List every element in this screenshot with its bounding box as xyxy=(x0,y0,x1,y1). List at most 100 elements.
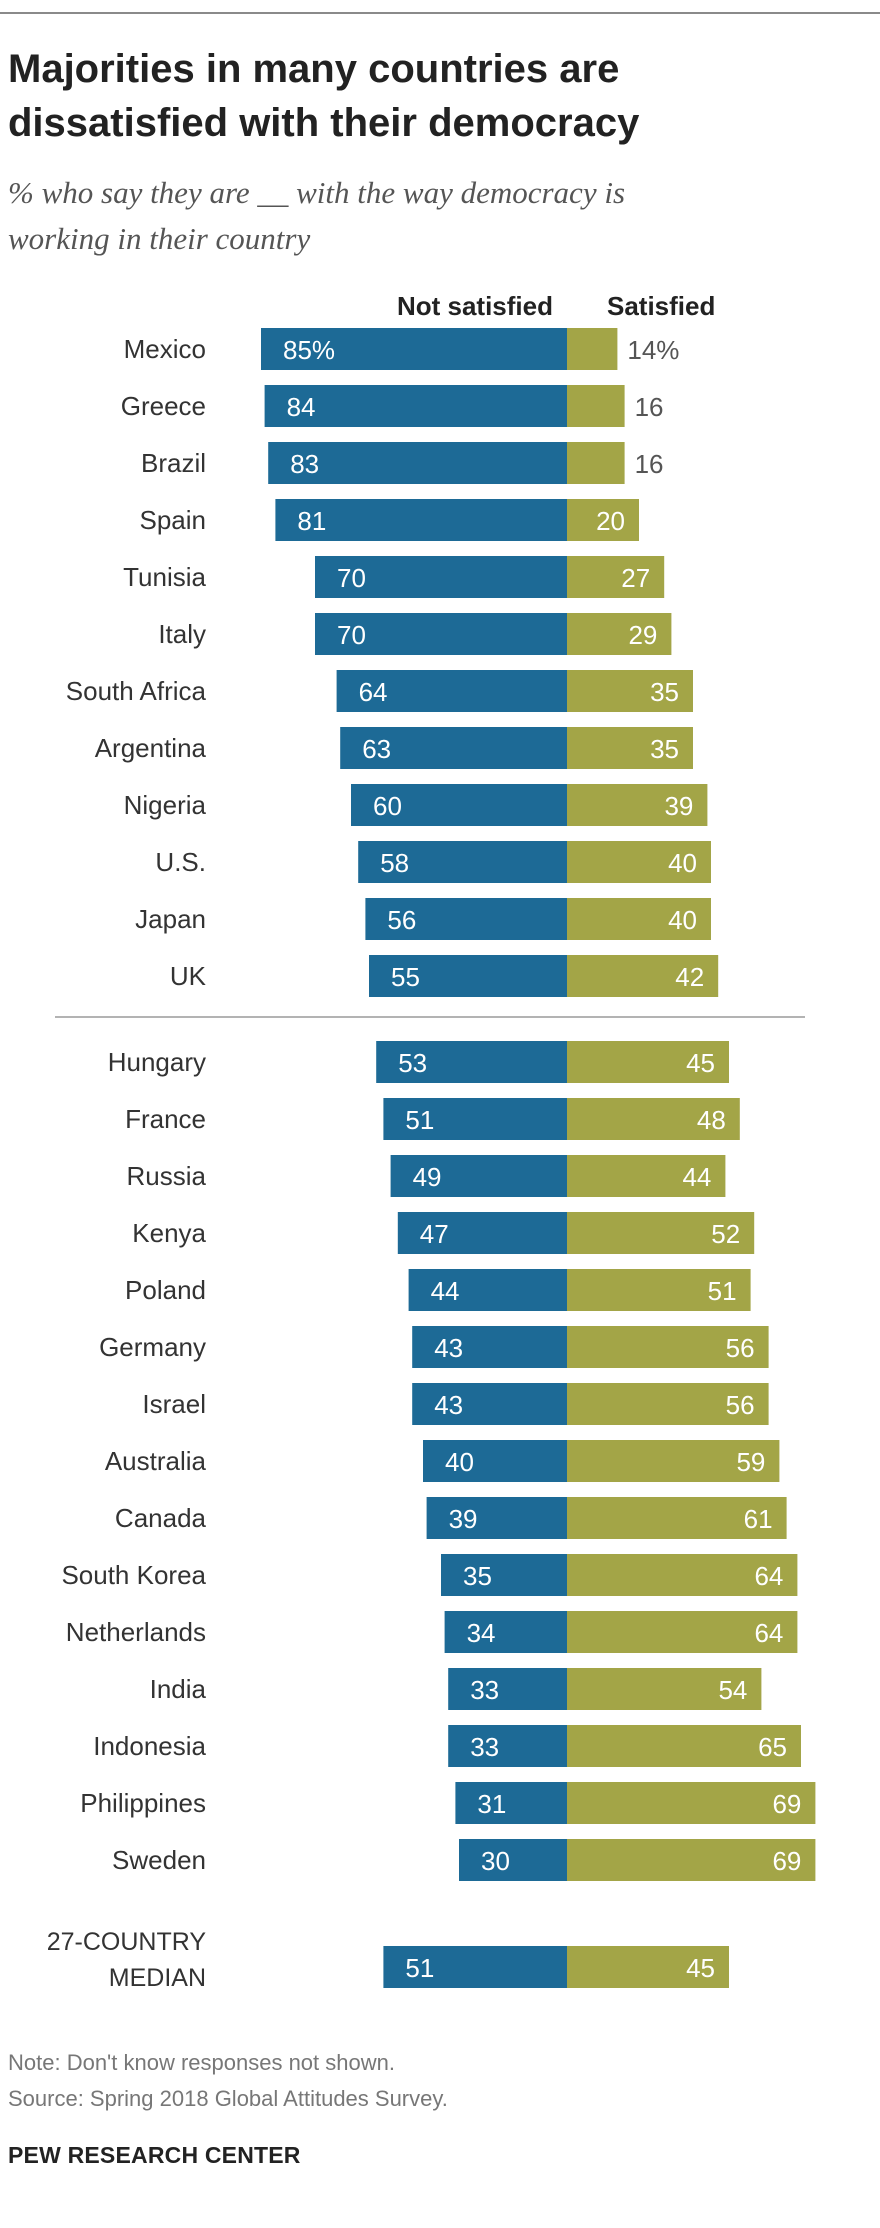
bar-not-satisfied xyxy=(336,670,567,712)
country-label: Philippines xyxy=(80,1788,206,1818)
bar-satisfied xyxy=(567,1611,798,1653)
value-satisfied: 61 xyxy=(744,1504,773,1534)
median-label-line-1: 27-COUNTRY xyxy=(47,1928,207,1956)
bar-satisfied xyxy=(567,670,693,712)
value-satisfied: 29 xyxy=(628,620,657,650)
country-label: Brazil xyxy=(141,448,206,478)
bar-satisfied xyxy=(567,727,693,769)
value-satisfied: 69 xyxy=(772,1789,801,1819)
bar-not-satisfied xyxy=(459,1839,567,1881)
footnote: Note: Don't know responses not shown. xyxy=(8,2050,395,2075)
value-satisfied: 59 xyxy=(736,1447,765,1477)
bar-not-satisfied xyxy=(397,1212,567,1254)
bar-not-satisfied xyxy=(444,1611,567,1653)
value-satisfied: 16 xyxy=(635,392,664,422)
bar-not-satisfied xyxy=(412,1383,567,1425)
bar-not-satisfied xyxy=(358,841,567,883)
country-label: Nigeria xyxy=(124,790,207,820)
bar-not-satisfied xyxy=(351,784,567,826)
source-note: Source: Spring 2018 Global Attitudes Sur… xyxy=(8,2086,448,2111)
value-satisfied: 35 xyxy=(650,734,679,764)
country-label: Russia xyxy=(127,1161,207,1191)
value-not-satisfied: 70 xyxy=(337,620,366,650)
bar-satisfied xyxy=(567,556,665,598)
bar-not-satisfied xyxy=(275,499,567,541)
bar-satisfied xyxy=(567,1041,729,1083)
bar-satisfied xyxy=(567,1098,740,1140)
bar-satisfied xyxy=(567,613,672,655)
top-divider xyxy=(0,12,880,14)
legend-satisfied: Satisfied xyxy=(607,291,715,321)
value-not-satisfied: 70 xyxy=(337,563,366,593)
bar-satisfied xyxy=(567,1839,816,1881)
value-not-satisfied: 51 xyxy=(405,1105,434,1135)
value-not-satisfied: 51 xyxy=(405,1953,434,1983)
value-not-satisfied: 49 xyxy=(413,1162,442,1192)
chart-subtitle-line-1: % who say they are __ with the way democ… xyxy=(8,175,626,210)
country-label: Hungary xyxy=(108,1047,206,1077)
value-not-satisfied: 33 xyxy=(470,1675,499,1705)
value-not-satisfied: 55 xyxy=(391,962,420,992)
bar-satisfied xyxy=(567,1946,729,1988)
bar-not-satisfied xyxy=(365,898,567,940)
diverging-bar-chart: Not satisfied Satisfied Mexico 85% 14% Greece… xyxy=(47,291,816,1992)
bar-satisfied xyxy=(567,1383,769,1425)
chart-title: Majorities in many countries are dissati… xyxy=(8,42,868,150)
country-label: Japan xyxy=(135,904,206,934)
bar-satisfied xyxy=(567,784,708,826)
median-label-line-2: MEDIAN xyxy=(109,1964,206,1992)
value-not-satisfied: 63 xyxy=(362,734,391,764)
value-not-satisfied: 85% xyxy=(283,335,335,365)
value-not-satisfied: 81 xyxy=(297,506,326,536)
value-satisfied: 64 xyxy=(754,1618,783,1648)
value-not-satisfied: 56 xyxy=(387,905,416,935)
bar-not-satisfied xyxy=(383,1946,567,1988)
country-label: Spain xyxy=(140,505,207,535)
country-label: Argentina xyxy=(95,733,207,763)
bar-satisfied xyxy=(567,1326,769,1368)
value-satisfied: 42 xyxy=(675,962,704,992)
country-label: Tunisia xyxy=(123,562,206,592)
bar-not-satisfied xyxy=(448,1725,567,1767)
bar-satisfied xyxy=(567,1440,780,1482)
bar-not-satisfied xyxy=(390,1155,567,1197)
bar-not-satisfied xyxy=(261,328,567,370)
value-satisfied: 20 xyxy=(596,506,625,536)
country-label: India xyxy=(150,1674,207,1704)
value-not-satisfied: 30 xyxy=(481,1846,510,1876)
country-label: Sweden xyxy=(112,1845,206,1875)
bar-satisfied xyxy=(567,955,719,997)
value-not-satisfied: 40 xyxy=(445,1447,474,1477)
value-satisfied: 16 xyxy=(635,449,664,479)
bar-not-satisfied xyxy=(448,1668,567,1710)
country-label: Greece xyxy=(121,391,206,421)
value-satisfied: 35 xyxy=(650,677,679,707)
value-satisfied: 45 xyxy=(686,1953,715,1983)
country-label: France xyxy=(125,1104,206,1134)
country-label: South Africa xyxy=(66,676,207,706)
country-label: Israel xyxy=(142,1389,206,1419)
value-satisfied: 54 xyxy=(718,1675,747,1705)
value-not-satisfied: 39 xyxy=(449,1504,478,1534)
value-satisfied: 14% xyxy=(627,335,679,365)
value-satisfied: 56 xyxy=(726,1390,755,1420)
value-satisfied: 64 xyxy=(754,1561,783,1591)
bar-not-satisfied xyxy=(376,1041,567,1083)
country-label: Kenya xyxy=(132,1218,206,1248)
value-satisfied: 65 xyxy=(758,1732,787,1762)
bar-satisfied xyxy=(567,328,618,370)
country-label: Mexico xyxy=(124,334,206,364)
bar-not-satisfied xyxy=(426,1497,567,1539)
bar-not-satisfied xyxy=(408,1269,567,1311)
bar-not-satisfied xyxy=(264,385,567,427)
country-label: Australia xyxy=(105,1446,207,1476)
value-not-satisfied: 31 xyxy=(477,1789,506,1819)
bar-satisfied xyxy=(567,385,625,427)
value-not-satisfied: 58 xyxy=(380,848,409,878)
legend-not-satisfied: Not satisfied xyxy=(397,291,553,321)
bar-satisfied xyxy=(567,499,639,541)
value-satisfied: 44 xyxy=(682,1162,711,1192)
bar-not-satisfied xyxy=(268,442,567,484)
country-label: Netherlands xyxy=(66,1617,206,1647)
value-satisfied: 27 xyxy=(621,563,650,593)
